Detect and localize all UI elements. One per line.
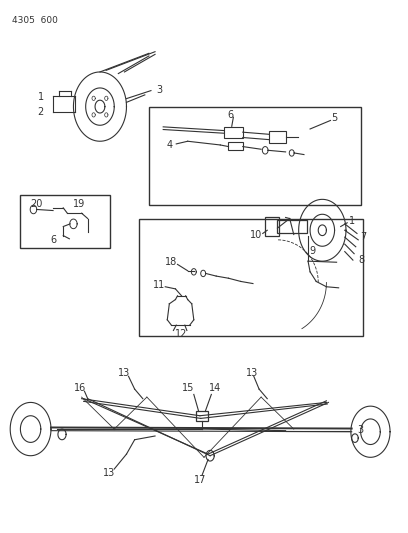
Text: 3: 3 <box>156 85 162 94</box>
Text: 4: 4 <box>166 140 173 150</box>
Text: 4305  600: 4305 600 <box>12 16 58 25</box>
Text: 5: 5 <box>331 114 338 123</box>
Text: 16: 16 <box>74 383 86 393</box>
Bar <box>269 131 286 143</box>
Text: 17: 17 <box>194 475 206 484</box>
Text: 13: 13 <box>246 368 258 378</box>
Text: 7: 7 <box>360 232 366 242</box>
Text: 13: 13 <box>103 469 115 478</box>
Text: 8: 8 <box>358 255 364 264</box>
Text: 18: 18 <box>165 257 177 267</box>
Bar <box>149 107 361 205</box>
Text: 11: 11 <box>153 280 165 290</box>
Text: 6: 6 <box>50 235 56 245</box>
Text: 19: 19 <box>73 199 86 208</box>
Bar <box>196 411 208 421</box>
Bar <box>265 217 279 236</box>
Text: 14: 14 <box>209 383 222 393</box>
Text: 2: 2 <box>38 107 44 117</box>
Bar <box>277 220 307 233</box>
Text: 1: 1 <box>348 216 355 226</box>
Bar <box>139 219 363 336</box>
Text: 3: 3 <box>357 425 364 435</box>
Text: 20: 20 <box>31 199 43 208</box>
Text: 1: 1 <box>38 92 44 102</box>
Text: 10: 10 <box>250 230 262 239</box>
Text: 6: 6 <box>227 110 234 119</box>
Bar <box>20 195 110 248</box>
Text: 15: 15 <box>182 383 195 393</box>
Bar <box>224 127 243 138</box>
Text: 9: 9 <box>309 246 315 255</box>
Text: 13: 13 <box>118 368 131 378</box>
Bar <box>228 142 243 150</box>
Text: 12: 12 <box>175 329 187 338</box>
